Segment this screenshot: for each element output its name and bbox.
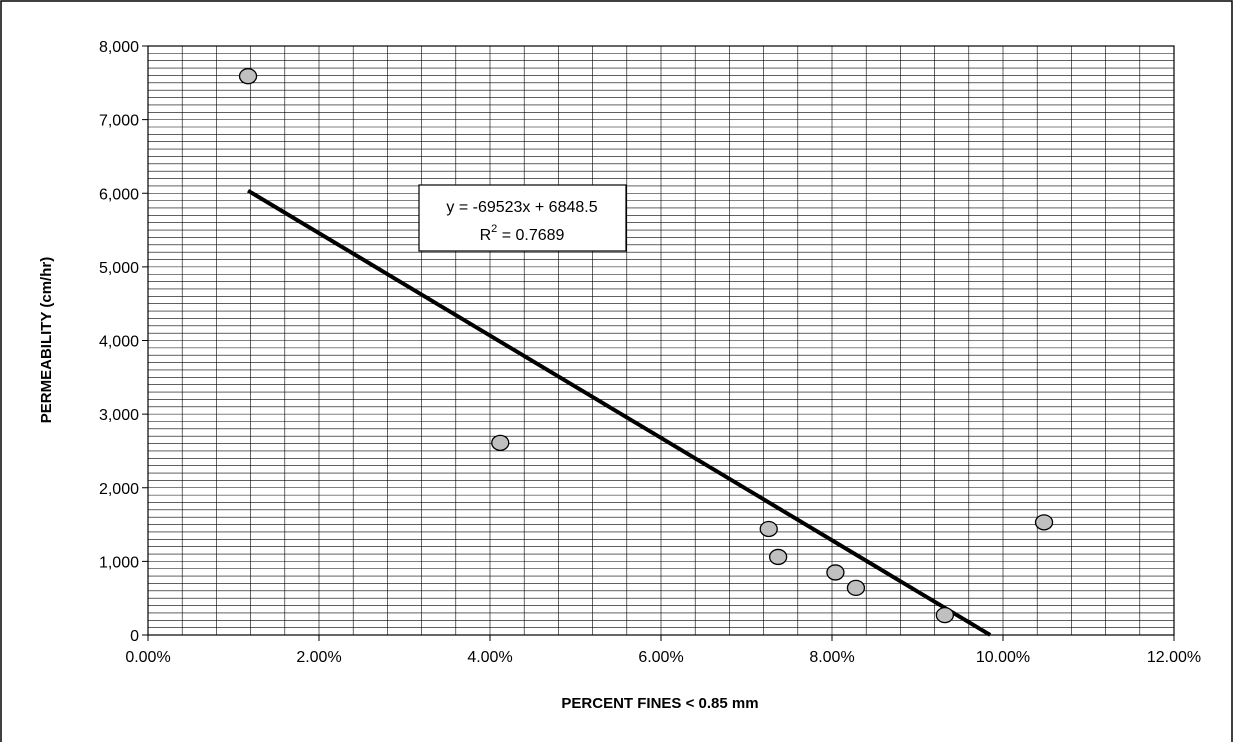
trendline-equation-box: y = -69523x + 6848.5 R2 = 0.7689: [418, 184, 627, 252]
y-tick-label: 0: [130, 628, 139, 645]
x-tick-label: 2.00%: [296, 649, 341, 666]
x-tick-label: 8.00%: [809, 649, 854, 666]
y-tick-label: 1,000: [99, 554, 139, 571]
r-squared-value: = 0.7689: [497, 227, 564, 244]
y-tick-label: 7,000: [99, 113, 139, 130]
y-tick-label: 3,000: [99, 407, 139, 424]
x-tick-label: 6.00%: [638, 649, 683, 666]
data-point: [1034, 514, 1054, 531]
data-point: [238, 68, 258, 85]
equation-box-frame: [418, 184, 627, 252]
trendline: [247, 188, 992, 637]
data-point: [826, 564, 845, 581]
y-tick-label: 6,000: [99, 186, 139, 203]
x-axis-title: PERCENT FINES < 0.85 mm: [561, 695, 758, 712]
r-squared-prefix: R: [480, 227, 492, 244]
trend-layer: [247, 188, 992, 637]
r-squared-text: R2 = 0.7689: [480, 223, 565, 244]
data-point: [759, 520, 778, 538]
r-squared-exponent: 2: [491, 223, 497, 235]
ticks-layer: 0 1,000 2,000 3,000 4,000 5,000 6,000 7,000 8,00…: [99, 39, 1201, 666]
y-tick-label: 4,000: [99, 334, 139, 351]
data-point: [846, 579, 866, 597]
y-tick-label: 8,000: [99, 39, 139, 56]
data-point: [768, 548, 788, 566]
grid-layer: [148, 46, 1174, 635]
x-tick-label: 12.00%: [1147, 649, 1201, 666]
data-point: [491, 434, 510, 451]
x-tick-label: 4.00%: [467, 649, 512, 666]
points-layer: [238, 68, 1054, 624]
x-tick-label: 10.00%: [976, 649, 1030, 666]
x-tick-label: 0.00%: [125, 649, 170, 666]
data-point: [935, 606, 955, 624]
equation-text: y = -69523x + 6848.5: [446, 199, 597, 216]
y-axis-title: PERMEABILITY (cm/hr): [38, 257, 55, 423]
y-tick-label: 5,000: [99, 260, 139, 277]
y-tick-label: 2,000: [99, 481, 139, 498]
